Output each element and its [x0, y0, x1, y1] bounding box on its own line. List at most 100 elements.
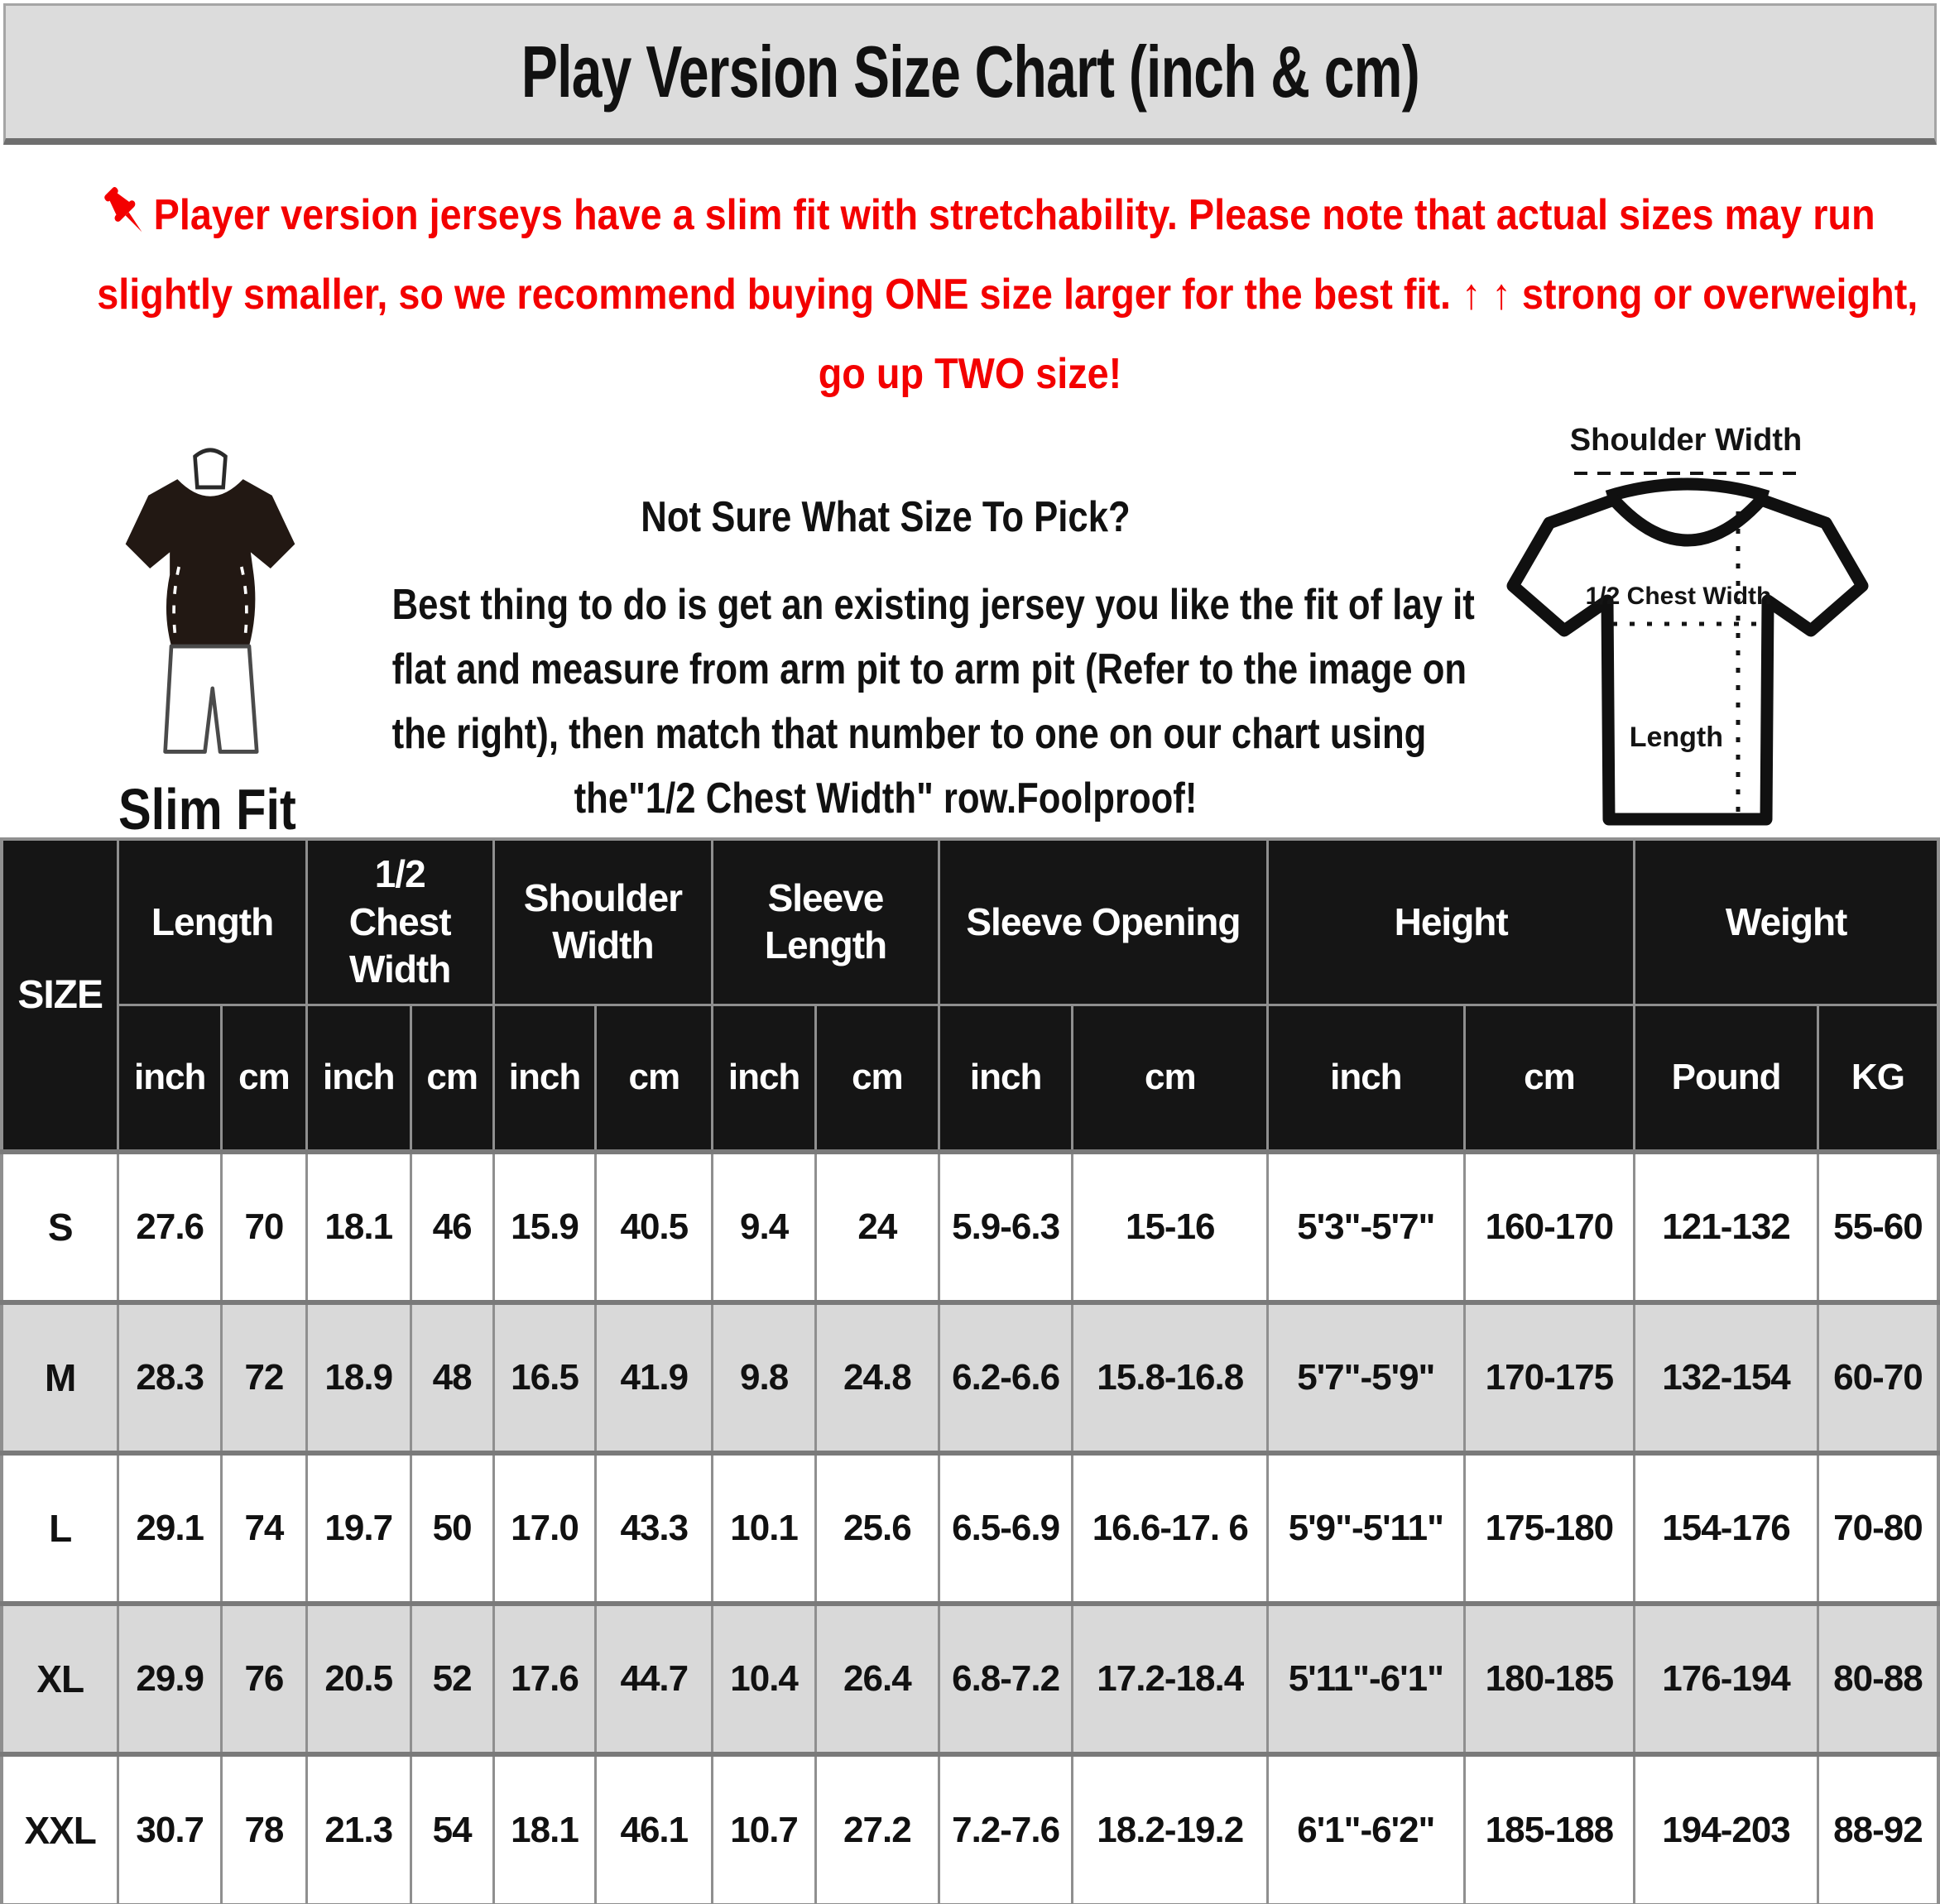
- value-cell: 121-132: [1633, 1150, 1819, 1304]
- value-cell: 25.6: [814, 1451, 940, 1605]
- value-cell: 27.2: [814, 1753, 940, 1904]
- value-cell: 19.7: [305, 1451, 412, 1605]
- value-cell: 170-175: [1462, 1301, 1636, 1455]
- value-cell: 46: [409, 1150, 495, 1304]
- unit-header-inch: inch: [1266, 1003, 1466, 1153]
- value-cell: 74: [220, 1451, 308, 1605]
- value-cell: 180-185: [1462, 1602, 1636, 1756]
- value-cell: 76: [220, 1602, 308, 1756]
- value-cell: 175-180: [1462, 1451, 1636, 1605]
- value-cell: 28.3: [117, 1301, 223, 1455]
- value-cell: 132-154: [1633, 1301, 1819, 1455]
- value-cell: 194-203: [1633, 1753, 1819, 1904]
- slim-fit-figure-icon: [125, 448, 295, 754]
- unit-header-inch: inch: [492, 1003, 598, 1153]
- value-cell: 5'3"-5'7": [1266, 1150, 1466, 1304]
- size-cell: XXL: [0, 1753, 120, 1904]
- size-cell: S: [0, 1150, 120, 1304]
- column-group-sleeve-opening: Sleeve Opening: [937, 837, 1270, 1006]
- unit-header-cm: cm: [1462, 1003, 1636, 1153]
- value-cell: 5'7"-5'9": [1266, 1301, 1466, 1455]
- column-header-size: SIZE: [0, 837, 120, 1153]
- value-cell: 54: [409, 1753, 495, 1904]
- value-cell: 48: [409, 1301, 495, 1455]
- value-cell: 17.2-18.4: [1071, 1602, 1270, 1756]
- value-cell: 9.4: [711, 1150, 817, 1304]
- value-cell: 154-176: [1633, 1451, 1819, 1605]
- value-cell: 18.2-19.2: [1071, 1753, 1270, 1904]
- unit-header-kg: KG: [1816, 1003, 1940, 1153]
- value-cell: 5'11"-6'1": [1266, 1602, 1466, 1756]
- value-cell: 24: [814, 1150, 940, 1304]
- diagram-shoulder-width-label: Shoulder Width: [1570, 423, 1802, 458]
- size-cell: XL: [0, 1602, 120, 1756]
- value-cell: 60-70: [1816, 1301, 1940, 1455]
- value-cell: 10.4: [711, 1602, 817, 1756]
- value-cell: 6.5-6.9: [937, 1451, 1074, 1605]
- value-cell: 10.7: [711, 1753, 817, 1904]
- value-cell: 17.6: [492, 1602, 598, 1756]
- value-cell: 10.1: [711, 1451, 817, 1605]
- value-cell: 6'1"-6'2": [1266, 1753, 1466, 1904]
- value-cell: 176-194: [1633, 1602, 1819, 1756]
- guide-line: flat and measure from arm pit to arm pit…: [391, 645, 1467, 693]
- value-cell: 18.1: [492, 1753, 598, 1904]
- unit-header-cm: cm: [1071, 1003, 1270, 1153]
- value-cell: 88-92: [1816, 1753, 1940, 1904]
- value-cell: 15.8-16.8: [1071, 1301, 1270, 1455]
- unit-header-cm: cm: [814, 1003, 940, 1153]
- size-guide-text: Not Sure What Size To Pick? Best thing t…: [298, 485, 1475, 831]
- title-bar: Play Version Size Chart (inch & cm): [3, 3, 1937, 145]
- size-cell: L: [0, 1451, 120, 1605]
- column-group-height: Height: [1266, 837, 1636, 1006]
- value-cell: 9.8: [711, 1301, 817, 1455]
- value-cell: 41.9: [594, 1301, 714, 1455]
- value-cell: 43.3: [594, 1451, 714, 1605]
- value-cell: 29.9: [117, 1602, 223, 1756]
- unit-header-cm: cm: [594, 1003, 714, 1153]
- warning-line: go up TWO size!: [818, 350, 1122, 398]
- value-cell: 160-170: [1462, 1150, 1636, 1304]
- unit-header-inch: inch: [937, 1003, 1074, 1153]
- value-cell: 5.9-6.3: [937, 1150, 1074, 1304]
- table-row-size-s: S 27.6 70 18.1 46 15.9 40.5 9.4 24 5.9-6.3 15-16 5'…: [0, 1150, 1940, 1304]
- page-title: Play Version Size Chart (inch & cm): [521, 31, 1419, 113]
- pushpin-icon: [97, 181, 152, 242]
- table-row-size-m: M 28.3 72 18.9 48 16.5 41.9 9.8 24.8 6.2-6.6 15.8-…: [0, 1301, 1940, 1455]
- table-header-groups: SIZE Length 1/2 Chest Width Shoulder Width S…: [0, 837, 1940, 1153]
- diagram-length-label: Length: [1630, 722, 1723, 753]
- table-row-size-xxl: XXL 30.7 78 21.3 54 18.1 46.1 10.7 27.2 7.2-7.6 18…: [0, 1753, 1940, 1904]
- unit-header-inch: inch: [305, 1003, 412, 1153]
- value-cell: 44.7: [594, 1602, 714, 1756]
- value-cell: 24.8: [814, 1301, 940, 1455]
- table-row-size-l: L 29.1 74 19.7 50 17.0 43.3 10.1 25.6 6.5-6.9 16.6…: [0, 1451, 1940, 1605]
- warning-line: Player version jerseys have a slim fit w…: [97, 175, 1875, 255]
- value-cell: 20.5: [305, 1602, 412, 1756]
- value-cell: 18.1: [305, 1150, 412, 1304]
- guide-line: the right), then match that number to on…: [391, 710, 1427, 758]
- value-cell: 55-60: [1816, 1150, 1940, 1304]
- value-cell: 50: [409, 1451, 495, 1605]
- value-cell: 80-88: [1816, 1602, 1940, 1756]
- size-table-section: SIZE Length 1/2 Chest Width Shoulder Width S…: [0, 837, 1940, 1904]
- value-cell: 6.2-6.6: [937, 1301, 1074, 1455]
- tshirt-measurement-diagram: Shoulder Width 1/2 Chest Width Length: [1506, 423, 1869, 826]
- value-cell: 16.6-17. 6: [1071, 1451, 1270, 1605]
- warning-line: slightly smaller, so we recommend buying…: [97, 271, 1918, 319]
- value-cell: 70-80: [1816, 1451, 1940, 1605]
- guide-line: Best thing to do is get an existing jers…: [391, 581, 1475, 629]
- value-cell: 70: [220, 1150, 308, 1304]
- column-group-sleeve-length: Sleeve Length: [711, 837, 940, 1006]
- diagram-chest-width-label: 1/2 Chest Width: [1586, 583, 1772, 610]
- value-cell: 27.6: [117, 1150, 223, 1304]
- column-group-1-2-chest-width: 1/2 Chest Width: [305, 837, 495, 1006]
- guide-heading: Not Sure What Size To Pick?: [641, 493, 1131, 541]
- value-cell: 6.8-7.2: [937, 1602, 1074, 1756]
- value-cell: 5'9"-5'11": [1266, 1451, 1466, 1605]
- size-cell: M: [0, 1301, 120, 1455]
- value-cell: 46.1: [594, 1753, 714, 1904]
- unit-header-cm: cm: [409, 1003, 495, 1153]
- unit-header-pound: Pound: [1633, 1003, 1819, 1153]
- value-cell: 52: [409, 1602, 495, 1756]
